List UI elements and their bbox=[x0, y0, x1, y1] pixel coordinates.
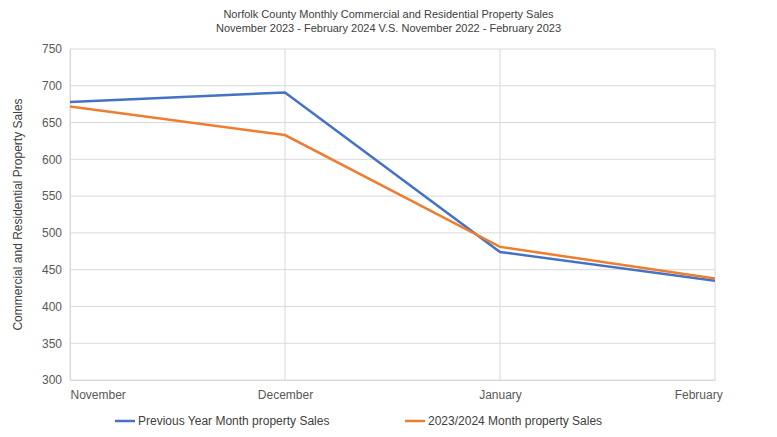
y-tick-label: 700 bbox=[42, 79, 62, 93]
y-tick-label: 500 bbox=[42, 226, 62, 240]
x-tick: February bbox=[675, 380, 723, 402]
grid-line-y bbox=[70, 85, 715, 86]
grid bbox=[70, 49, 715, 380]
x-tick: November bbox=[71, 380, 126, 402]
y-tick-label: 400 bbox=[42, 300, 62, 314]
legend-label: 2023/2024 Month property Sales bbox=[428, 414, 602, 428]
grid-line-y bbox=[70, 49, 715, 50]
y-tick: 750 bbox=[42, 42, 70, 56]
grid-line-y bbox=[70, 380, 715, 381]
y-tick-label: 600 bbox=[42, 153, 62, 167]
grid-line-x bbox=[715, 49, 716, 380]
y-tick-label: 300 bbox=[42, 373, 62, 387]
x-axis: November December January February bbox=[71, 380, 723, 402]
grid-line-y bbox=[70, 306, 715, 307]
legend-item: Previous Year Month property Sales bbox=[115, 414, 329, 428]
y-tick-label: 550 bbox=[42, 189, 62, 203]
y-axis-title: Commercial and Residential Property Sale… bbox=[11, 98, 25, 330]
series-line bbox=[70, 92, 715, 280]
y-tick-label: 650 bbox=[42, 116, 62, 130]
subtitle: November 2023 - February 2024 V.S. Novem… bbox=[216, 22, 561, 34]
grid-line-x bbox=[500, 49, 501, 380]
y-tick-label: 350 bbox=[42, 337, 62, 351]
y-tick: 700 bbox=[42, 79, 70, 93]
y-tick: 500 bbox=[42, 226, 70, 240]
y-tick: 350 bbox=[42, 337, 70, 351]
chart: Norfolk County Monthly Commercial and Re… bbox=[0, 0, 777, 437]
x-tick-label: December bbox=[258, 388, 313, 402]
grid-line-y bbox=[70, 122, 715, 123]
title: Norfolk County Monthly Commercial and Re… bbox=[223, 8, 554, 20]
grid-line-y bbox=[70, 232, 715, 233]
y-axis: 300 350 400 450 500 550 600 650 700 750 bbox=[42, 42, 71, 387]
y-tick: 550 bbox=[42, 189, 70, 203]
lines bbox=[70, 92, 715, 280]
grid-line-y bbox=[70, 196, 715, 197]
grid-line-x bbox=[70, 49, 71, 380]
legend-item: 2023/2024 Month property Sales bbox=[405, 414, 602, 428]
series-line bbox=[70, 106, 715, 278]
y-tick-label: 450 bbox=[42, 263, 62, 277]
x-tick-label: February bbox=[675, 388, 723, 402]
grid-line-y bbox=[70, 343, 715, 344]
plot: 300 350 400 450 500 550 600 650 700 750 November De… bbox=[42, 42, 723, 401]
y-axis-line bbox=[70, 50, 71, 381]
x-axis-line bbox=[71, 380, 716, 381]
grid-line-x bbox=[285, 49, 286, 380]
y-tick-label: 750 bbox=[42, 42, 62, 56]
y-tick: 650 bbox=[42, 116, 70, 130]
grid-line-y bbox=[70, 159, 715, 160]
y-tick: 600 bbox=[42, 153, 70, 167]
legend-swatch bbox=[115, 420, 135, 423]
x-tick-label: January bbox=[479, 388, 522, 402]
legend-label: Previous Year Month property Sales bbox=[138, 414, 329, 428]
y-tick: 300 bbox=[42, 373, 70, 387]
legend-swatch bbox=[405, 420, 425, 423]
grid-line-y bbox=[70, 269, 715, 270]
y-tick: 400 bbox=[42, 300, 70, 314]
x-tick: January bbox=[479, 380, 522, 402]
x-tick-label: November bbox=[71, 388, 126, 402]
y-tick: 450 bbox=[42, 263, 70, 277]
x-tick: December bbox=[258, 380, 313, 402]
legend: Previous Year Month property Sales 2023/2… bbox=[115, 414, 602, 428]
